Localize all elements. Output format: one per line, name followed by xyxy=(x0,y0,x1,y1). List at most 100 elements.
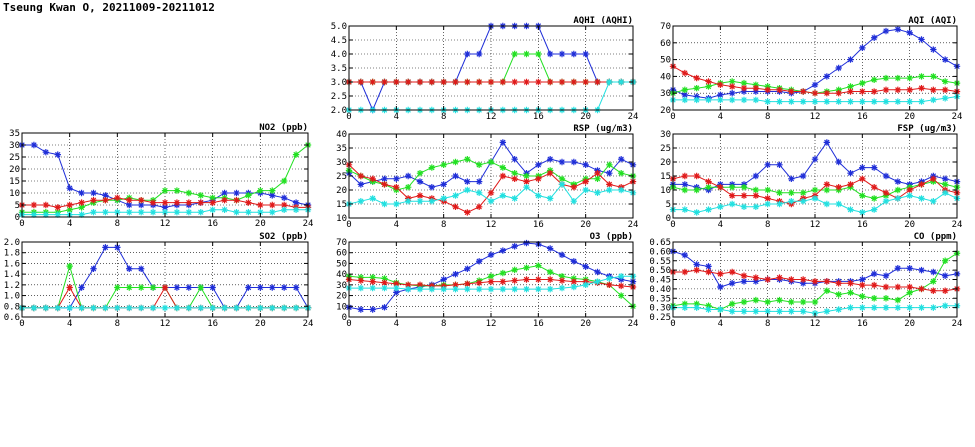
x-tick-label: 12 xyxy=(486,319,497,329)
data-point xyxy=(404,172,412,180)
data-point xyxy=(847,206,854,213)
data-point xyxy=(369,284,376,292)
data-point xyxy=(292,206,300,213)
data-point xyxy=(452,192,459,199)
data-point xyxy=(357,277,365,284)
data-point xyxy=(847,83,854,90)
data-point xyxy=(740,203,748,210)
data-point xyxy=(245,304,252,312)
data-point xyxy=(930,46,937,53)
data-point xyxy=(859,79,866,87)
data-point xyxy=(823,287,831,294)
data-point xyxy=(606,161,613,168)
data-point xyxy=(280,177,288,185)
data-point xyxy=(882,172,890,180)
data-point xyxy=(42,149,50,156)
y-tick-label: 40 xyxy=(336,130,347,140)
data-point xyxy=(428,282,436,290)
data-point xyxy=(717,81,724,88)
aqhi-chart: 0 4 8 12 16 20 24 2.0 2.5 3.0 3.5 4.0 4.5 5.0 AQHI (AQ… xyxy=(331,16,639,122)
data-point xyxy=(799,308,807,315)
data-point xyxy=(930,86,937,94)
data-point xyxy=(835,200,842,208)
data-point xyxy=(764,195,771,202)
data-point xyxy=(740,278,748,285)
series-markers-cyan xyxy=(345,181,637,208)
data-point xyxy=(941,302,949,309)
data-point xyxy=(681,91,689,99)
y-tick-label: 30 xyxy=(9,141,20,151)
data-point xyxy=(617,170,625,177)
data-point xyxy=(941,287,949,294)
x-tick-label: 20 xyxy=(580,319,591,329)
data-point xyxy=(823,73,831,80)
data-point xyxy=(126,209,133,216)
data-point xyxy=(740,84,748,92)
x-tick-label: 4 xyxy=(67,219,72,229)
data-point xyxy=(523,172,530,180)
data-point xyxy=(161,204,169,211)
data-point xyxy=(930,175,937,182)
data-point xyxy=(788,198,795,205)
data-point xyxy=(381,279,388,286)
x-tick-label: 16 xyxy=(533,112,544,122)
data-point xyxy=(404,184,412,191)
x-tick-label: 16 xyxy=(207,319,218,329)
data-point xyxy=(681,181,689,188)
data-point xyxy=(381,304,388,311)
data-point xyxy=(209,194,216,201)
data-point xyxy=(280,201,288,209)
so2-chart: 0 4 8 12 16 20 24 0.60.81.01.21.41.61.82.0 SO2 (… xyxy=(4,232,314,329)
x-tick-label: 24 xyxy=(952,112,963,122)
x-tick-label: 0 xyxy=(19,219,24,229)
data-point xyxy=(535,262,542,269)
data-point xyxy=(558,181,566,188)
y-tick-label: 1.0 xyxy=(4,292,20,302)
data-point xyxy=(752,308,760,315)
data-point xyxy=(705,206,712,213)
x-tick-label: 4 xyxy=(718,319,723,329)
data-point xyxy=(114,284,121,291)
data-point xyxy=(894,283,902,291)
data-point xyxy=(546,50,554,58)
y-tick-label: 1.6 xyxy=(4,259,20,269)
data-point xyxy=(906,29,913,36)
data-point xyxy=(930,268,937,276)
data-point xyxy=(173,284,181,291)
data-point xyxy=(197,284,204,291)
data-point xyxy=(209,199,216,206)
x-tick-label: 24 xyxy=(628,220,639,230)
data-point xyxy=(523,50,530,58)
data-point xyxy=(859,44,866,52)
data-point xyxy=(906,265,913,272)
y-tick-label: 60 xyxy=(660,39,671,49)
data-point xyxy=(257,201,264,209)
data-point xyxy=(523,285,530,293)
data-point xyxy=(788,189,795,196)
data-point xyxy=(823,181,831,188)
data-point xyxy=(859,209,866,216)
x-tick-label: 12 xyxy=(810,220,821,230)
data-point xyxy=(30,201,38,209)
data-point xyxy=(859,192,866,199)
data-point xyxy=(475,50,483,58)
data-point xyxy=(918,36,925,43)
data-point xyxy=(245,192,252,199)
data-point xyxy=(835,280,842,287)
data-point xyxy=(705,263,712,270)
data-point xyxy=(511,266,518,274)
data-point xyxy=(78,304,85,312)
data-point xyxy=(740,88,748,95)
data-point xyxy=(185,189,193,197)
chart-title: RSP (ug/m3) xyxy=(573,124,633,134)
data-point xyxy=(475,258,483,265)
data-point xyxy=(137,284,145,291)
data-point xyxy=(570,184,578,191)
y-tick-label: 50 xyxy=(660,56,671,66)
data-point xyxy=(740,79,748,87)
data-point xyxy=(693,84,700,92)
data-point xyxy=(245,209,252,216)
data-point xyxy=(428,198,436,205)
aqi-chart: 0 4 8 12 16 20 24 20 30 40 50 60 70 AQI (AQI) xyxy=(660,16,962,122)
data-point xyxy=(594,278,601,285)
